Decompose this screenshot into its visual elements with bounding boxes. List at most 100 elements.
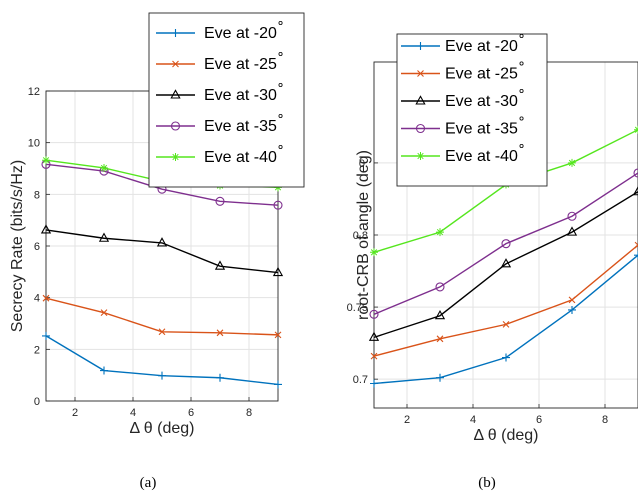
data-point-series-0 [568,305,576,314]
data-point-series-0 [634,251,638,260]
data-point-series-0 [158,371,166,380]
chart-panel-b: 2 4 6 8 0.7 0.75 0.8 0. Δ θ (deg) root-CRB of ang… [347,33,638,491]
y-tick-label: 0.7 [353,374,368,386]
degree-symbol [519,89,524,94]
x-tick-label: 6 [188,407,194,419]
degree-symbol [278,83,283,88]
y-tick-label: 8 [34,189,40,201]
figure-caption: (a) [140,475,157,491]
data-point-series-2 [40,224,52,234]
data-point-series-2 [566,226,578,236]
data-point-series-3 [273,200,283,210]
legend-label-1: Eve at -25 [445,66,518,83]
legend-marker-3 [415,123,426,134]
data-point-series-2 [500,258,512,268]
chart-panel-a: 2 4 6 8 0 2 4 6 8 10 12 Δ θ (deg) Secrecy Rate (bits… [9,12,305,491]
degree-symbol [278,52,283,57]
data-point-series-1 [436,335,444,343]
data-point-series-4 [100,163,108,172]
x-tick-label: 8 [246,407,252,419]
degree-symbol [278,20,283,25]
legend-label-0: Eve at -20 [445,38,518,55]
data-point-series-0 [370,379,378,388]
legend-marker-4 [171,153,180,161]
y-tick-label: 0 [34,396,40,408]
x-axis-label: Δ θ (deg) [130,420,195,437]
x-tick-label: 2 [404,414,410,426]
legend-marker-1 [172,60,179,68]
data-point-series-0 [42,331,50,340]
legend-label-2: Eve at -30 [204,87,277,104]
data-point-series-1 [274,331,282,339]
data-point-series-1 [634,241,638,249]
data-point-series-1 [370,352,378,360]
data-point-series-2 [156,237,168,247]
degree-symbol [519,61,524,66]
degree-symbol [519,143,524,148]
data-point-series-0 [502,353,510,362]
x-tick-label: 8 [602,414,608,426]
data-point-series-0 [274,380,282,389]
data-point-series-2 [272,266,284,277]
legend-box [396,33,548,187]
legend-label-3: Eve at -35 [204,118,277,135]
data-point-series-3 [633,168,638,178]
y-axis-label: root-CRB of angle (deg) [355,150,372,320]
data-point-series-1 [100,309,108,317]
x-tick-label: 2 [72,407,78,419]
data-point-series-2 [368,331,380,341]
data-point-series-0 [436,373,444,382]
legend-label-0: Eve at -20 [204,25,277,42]
y-tick-label: 4 [34,293,40,305]
data-point-series-2 [214,260,226,270]
legend-label-2: Eve at -30 [445,93,518,110]
data-point-series-3 [501,239,511,249]
series-line-2 [373,191,638,339]
data-point-series-3 [567,211,577,221]
data-point-series-1 [568,296,576,304]
legend-marker-1 [417,70,424,77]
degree-symbol [519,116,524,121]
y-tick-label: 0.75 [347,302,368,314]
data-point-series-4 [42,156,50,165]
series-line-3 [373,172,638,315]
data-point-series-3 [435,282,445,292]
series-line-3 [45,163,279,206]
data-point-series-1 [158,328,166,336]
data-point-series-1 [216,329,224,337]
x-tick-label: 4 [130,407,136,419]
x-tick-label: 6 [536,414,542,426]
x-tick-label: 4 [470,414,476,426]
x-axis-label: Δ θ (deg) [474,427,539,444]
degree-symbol [278,114,283,119]
data-point-series-2 [632,186,638,196]
y-axis-label: Secrecy Rate (bits/s/Hz) [9,160,26,332]
legend-marker-0 [171,29,180,37]
y-tick-label: 6 [34,241,40,253]
legend-label-3: Eve at -35 [445,121,518,138]
y-tick-label: 2 [34,344,40,356]
y-tick-label: 0.8 [353,230,368,242]
legend-marker-2 [170,89,181,99]
data-point-series-3 [369,309,379,319]
legend-label-1: Eve at -25 [204,56,277,73]
legend-marker-2 [415,95,426,105]
data-point-series-3 [215,196,225,206]
legend-marker-4 [416,152,425,160]
y-tick-label: 12 [28,86,40,98]
data-point-series-4 [436,228,444,237]
data-point-series-2 [434,309,446,320]
y-tick-label: 0. [359,158,368,170]
data-point-series-0 [216,373,224,382]
data-point-series-4 [370,248,378,257]
legend-marker-3 [170,121,181,131]
data-point-series-1 [502,320,510,328]
data-point-series-0 [100,366,108,375]
data-point-series-1 [42,294,50,302]
legend-label-4: Eve at -40 [204,149,277,166]
series-line-2 [45,229,279,274]
data-point-series-2 [98,232,110,242]
legend-marker-0 [416,42,425,50]
degree-symbol [519,34,524,39]
